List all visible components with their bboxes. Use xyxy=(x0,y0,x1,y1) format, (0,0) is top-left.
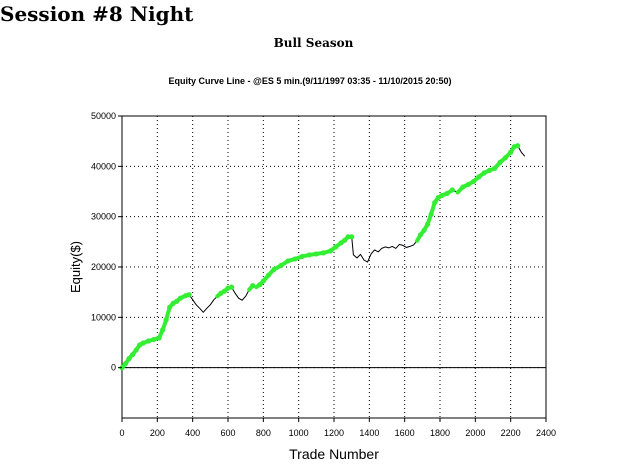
page-title: Session #8 Night xyxy=(0,2,194,26)
y-tick-label: 40000 xyxy=(91,161,116,171)
equity-line xyxy=(121,145,526,369)
x-tick-label: 200 xyxy=(150,428,165,438)
x-tick-label: 400 xyxy=(185,428,200,438)
x-tick-label: 1400 xyxy=(359,428,379,438)
x-tick-label: 2400 xyxy=(536,428,556,438)
chart-title: Equity Curve Line - @ES 5 min.(9/11/1997… xyxy=(169,76,452,86)
x-tick-label: 0 xyxy=(119,428,124,438)
grid-layer xyxy=(122,116,546,418)
y-tick-label: 30000 xyxy=(91,212,116,222)
x-tick-label: 1600 xyxy=(395,428,415,438)
tick-layer: 0 200 400 600 800 1000 1200 1400 1600 1800 2000 220… xyxy=(91,111,556,438)
x-tick-label: 1200 xyxy=(324,428,344,438)
x-tick-label: 2200 xyxy=(501,428,521,438)
x-tick-label: 600 xyxy=(220,428,235,438)
y-tick-label: 10000 xyxy=(91,312,116,322)
x-tick-label: 1800 xyxy=(430,428,450,438)
new-high-point xyxy=(515,143,521,149)
new-high-point xyxy=(349,234,355,240)
page-subtitle: Bull Season xyxy=(273,36,354,50)
x-tick-label: 800 xyxy=(256,428,271,438)
y-axis-label: Equity($) xyxy=(68,241,83,293)
x-tick-label: 2000 xyxy=(465,428,485,438)
y-tick-label: 0 xyxy=(111,363,116,373)
x-axis-label: Trade Number xyxy=(289,446,379,462)
y-tick-label: 50000 xyxy=(91,111,116,121)
new-high-point xyxy=(228,284,235,290)
y-tick-label: 20000 xyxy=(91,262,116,272)
x-tick-label: 1000 xyxy=(289,428,309,438)
new-high-point xyxy=(186,292,192,298)
series-layer xyxy=(119,143,526,371)
new-high-point xyxy=(449,187,455,193)
new-high-point xyxy=(250,283,256,289)
